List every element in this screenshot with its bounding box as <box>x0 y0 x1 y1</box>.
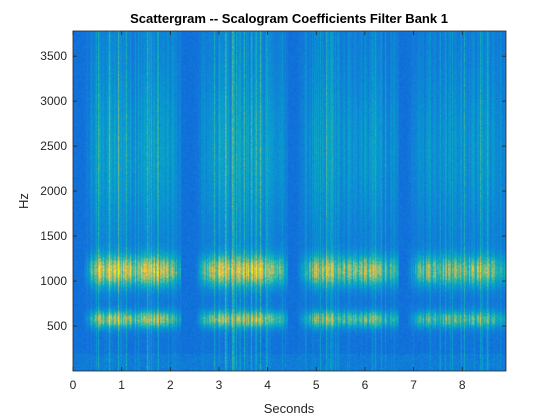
y-tick-label: 3000 <box>40 94 67 108</box>
x-tick-label: 2 <box>167 378 174 392</box>
y-tick-label: 500 <box>47 319 67 333</box>
x-axis-ticks: 0 1 2 3 4 5 6 7 8 <box>70 31 466 392</box>
axes-box <box>72 30 507 372</box>
x-tick-label: 1 <box>118 378 125 392</box>
x-tick-label: 0 <box>70 378 77 392</box>
x-tick-label: 4 <box>264 378 271 392</box>
y-tick-label: 2000 <box>40 184 67 198</box>
y-tick-label: 3500 <box>40 49 67 63</box>
y-tick-label: 1000 <box>40 274 67 288</box>
x-axis-label: Seconds <box>264 401 315 416</box>
x-tick-label: 5 <box>313 378 320 392</box>
x-tick-label: 3 <box>216 378 223 392</box>
y-tick-label: 1500 <box>40 229 67 243</box>
y-axis-label: Hz <box>16 193 31 209</box>
x-tick-label: 7 <box>410 378 417 392</box>
x-tick-label: 8 <box>459 378 466 392</box>
y-tick-label: 2500 <box>40 139 67 153</box>
x-tick-label: 6 <box>362 378 369 392</box>
plot-area <box>72 30 507 372</box>
chart-title: Scattergram -- Scalogram Coefficients Fi… <box>130 11 448 26</box>
heatmap-image <box>73 31 506 371</box>
y-axis-ticks: 500 1000 1500 2000 2500 3000 3500 <box>40 49 506 333</box>
